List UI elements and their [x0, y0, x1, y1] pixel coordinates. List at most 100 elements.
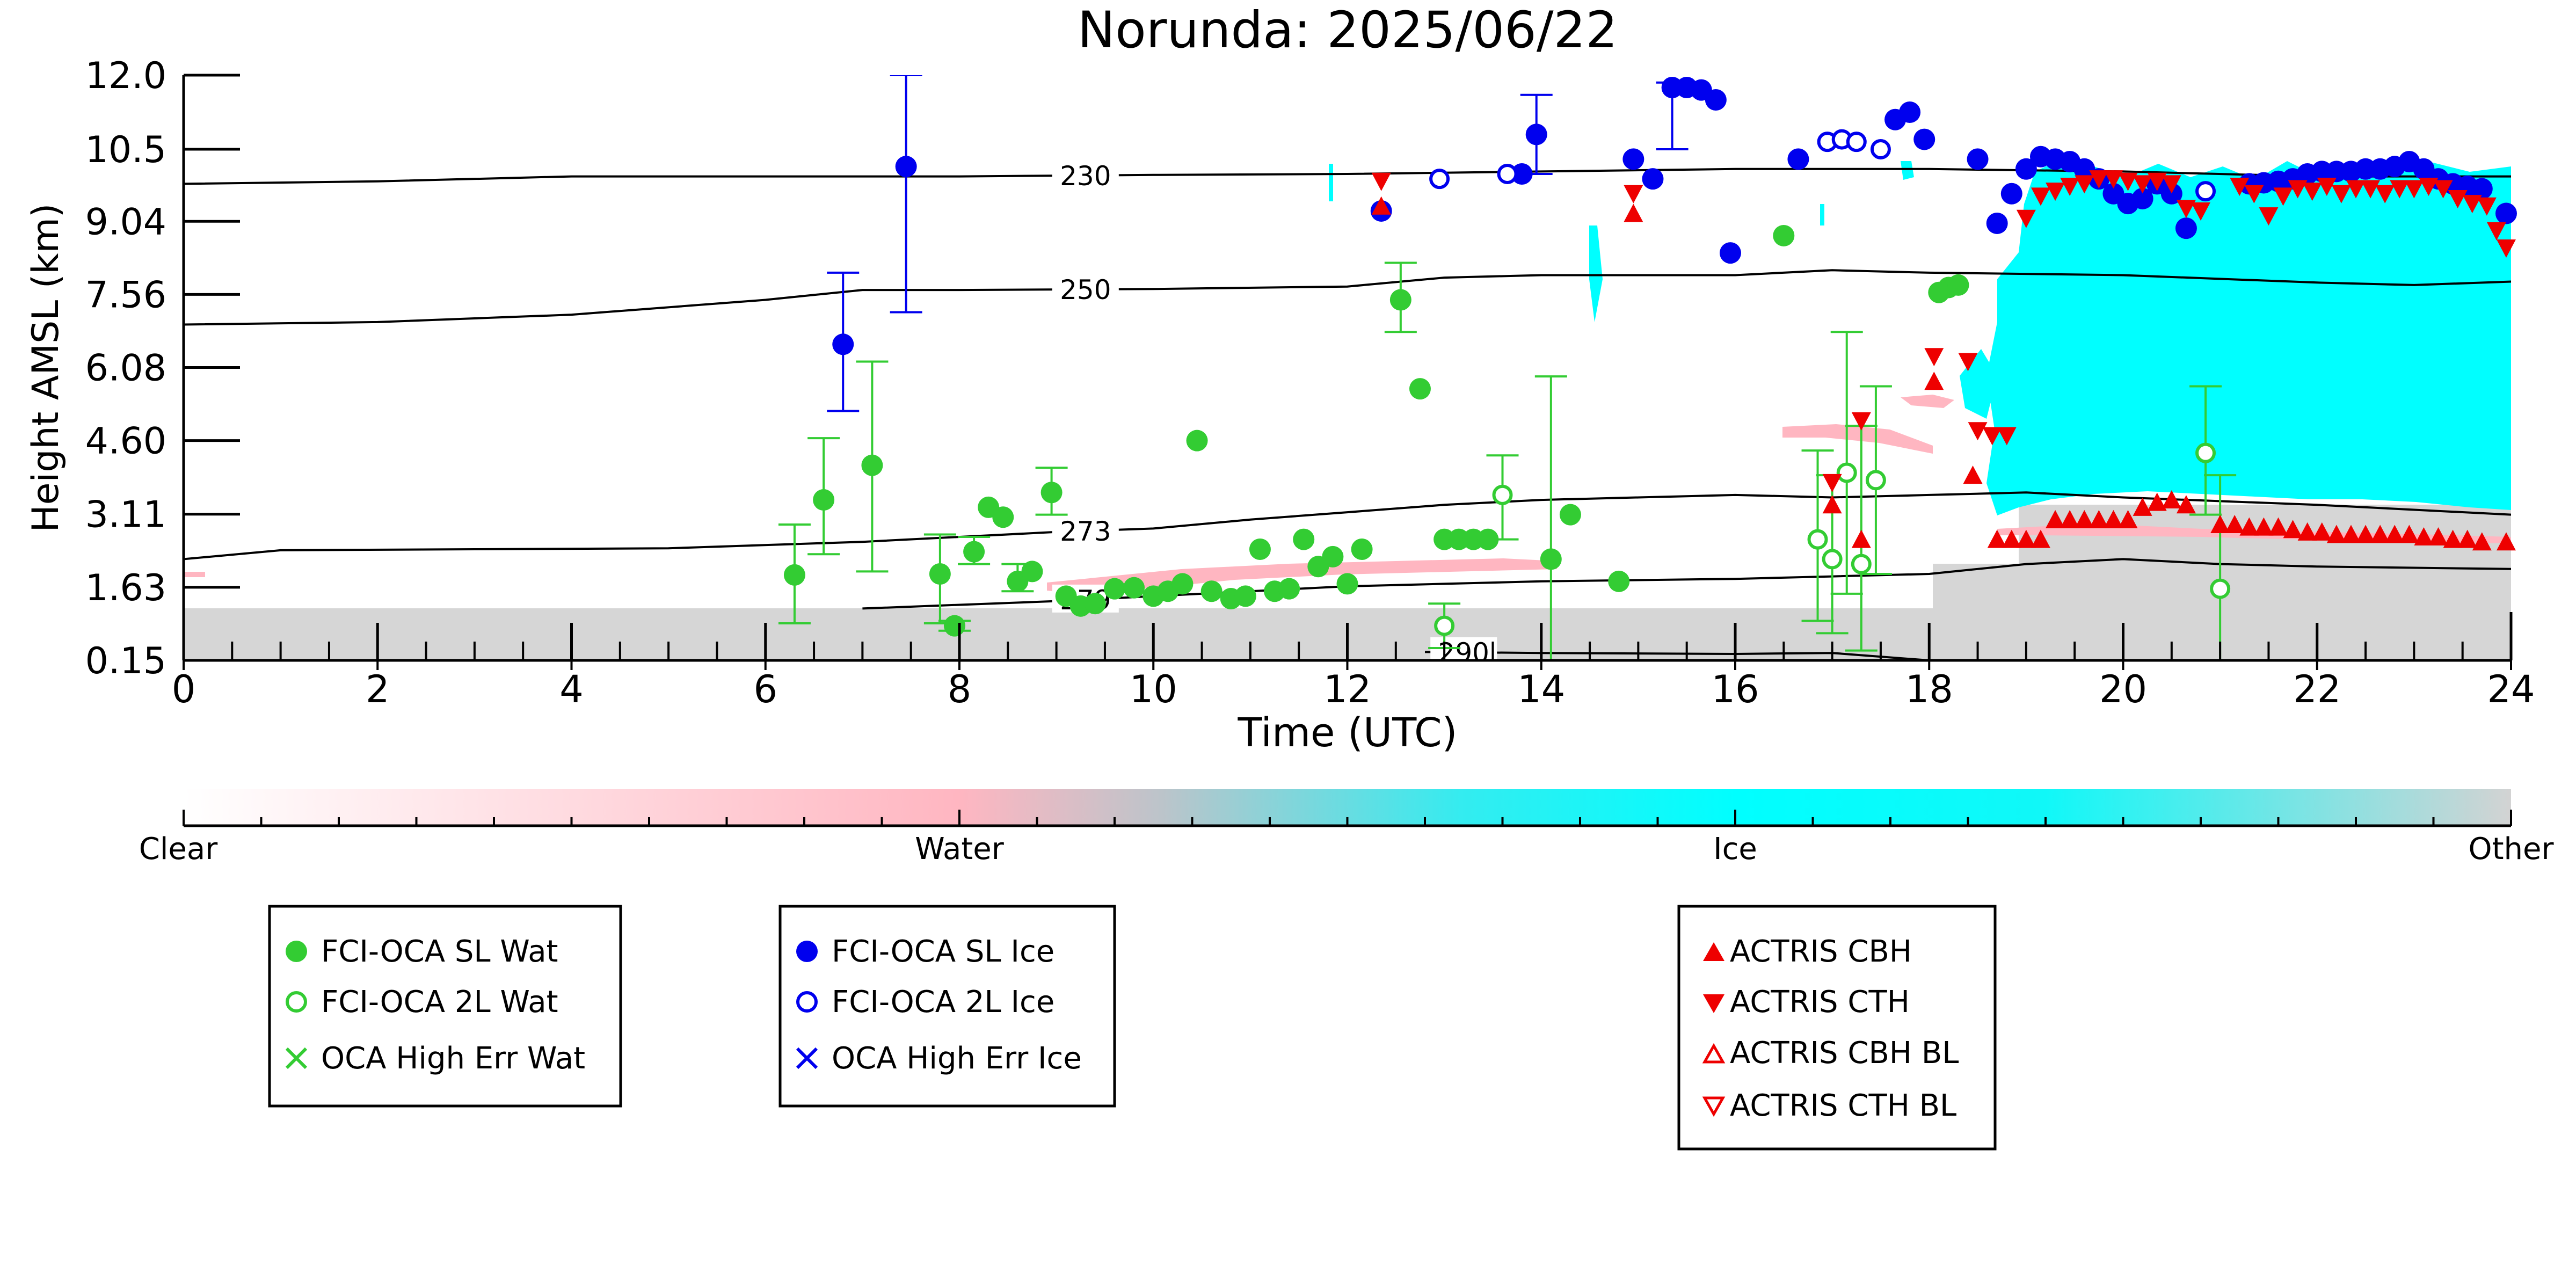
legend-cth-bl-symbol: [1702, 1096, 1726, 1117]
marker-actris-cth: [2075, 175, 2094, 194]
isotherm-label-bg: [1052, 515, 1119, 544]
marker-actris-cth: [2133, 175, 2152, 194]
isotherm-label-bg: [1052, 160, 1119, 188]
x-tick-label: 6: [753, 667, 777, 711]
marker-fci-oca-sl-wat: [1409, 378, 1431, 400]
marker-fci-oca-2l-wat: [1492, 484, 1513, 505]
marker-fci-oca-2l-ice: [1429, 169, 1450, 190]
marker-actris-cbh: [2031, 529, 2050, 548]
marker-fci-oca-2l-wat: [1807, 529, 1828, 550]
x-tick-label: 16: [1711, 667, 1759, 711]
isotherm-label: 273: [1060, 516, 1111, 547]
marker-actris-cbh: [2239, 517, 2259, 536]
marker-fci-oca-sl-wat: [1608, 570, 1630, 592]
marker-actris-cbh: [2162, 490, 2181, 509]
marker-actris-cbh: [2385, 525, 2405, 543]
marker-actris-cbh: [1851, 529, 1871, 548]
marker-actris-cth: [2016, 209, 2036, 228]
marker-fci-oca-sl-wat: [1293, 528, 1315, 550]
legend-sl-wat-label: FCI-OCA SL Wat: [321, 934, 558, 969]
marker-fci-oca-sl-wat: [992, 506, 1014, 528]
legend-cbh-label: ACTRIS CBH: [1730, 934, 1912, 969]
marker-fci-oca-sl-ice: [2000, 183, 2022, 205]
marker-fci-oca-sl-ice: [2471, 178, 2493, 200]
marker-actris-cbh: [2002, 529, 2021, 548]
legend-cth-symbol: [1703, 994, 1724, 1013]
marker-fci-oca-sl-wat: [1559, 504, 1581, 526]
isotherm-label: 250: [1060, 274, 1111, 305]
legend-2l-wat-label: FCI-OCA 2L Wat: [321, 985, 558, 1020]
marker-actris-cth: [2433, 180, 2453, 199]
marker-actris-cbh: [2370, 525, 2390, 543]
marker-actris-cbh: [2254, 517, 2274, 536]
marker-actris-cbh: [2283, 520, 2303, 539]
legend-sl-ice-label: FCI-OCA SL Ice: [832, 934, 1054, 969]
marker-fci-oca-sl-wat: [861, 454, 883, 476]
marker-actris-cbh: [2016, 529, 2036, 548]
marker-actris-cbh: [2225, 515, 2245, 534]
colorbar-ticks: [183, 810, 2512, 826]
isotherm-label-bg: [1052, 274, 1119, 302]
legend-actris: ACTRIS CBH ACTRIS CTH ACTRIS CBH BL ACTR…: [1677, 905, 1997, 1151]
marker-fci-oca-sl-wat: [1389, 289, 1411, 311]
y-tick-label: 1.63: [85, 567, 166, 609]
marker-actris-cbh: [2399, 525, 2419, 543]
marker-fci-oca-2l-ice: [1497, 163, 1518, 184]
legend-higherr-ice-symbol: [796, 1047, 818, 1069]
marker-actris-cbh: [1924, 372, 1944, 390]
marker-actris-cbh: [2341, 525, 2361, 543]
marker-actris-cth: [2331, 185, 2351, 203]
marker-fci-oca-2l-wat: [1822, 549, 1843, 570]
marker-actris-cth: [2244, 185, 2264, 203]
legend-higherr-wat-label: OCA High Err Wat: [321, 1041, 585, 1076]
marker-actris-cbh: [2297, 522, 2317, 541]
y-tick-label: 6.08: [85, 347, 166, 390]
marker-fci-oca-2l-wat: [2195, 442, 2216, 463]
marker-fci-oca-sl-wat: [1278, 578, 1300, 600]
marker-actris-cth: [2191, 202, 2210, 221]
marker-actris-cbh: [2075, 510, 2094, 528]
marker-actris-cth: [2375, 185, 2395, 203]
marker-fci-oca-sl-wat: [943, 615, 965, 637]
marker-fci-oca-2l-wat: [1851, 554, 1872, 574]
isotherm-273: [184, 491, 2511, 561]
marker-actris-cbh: [2133, 497, 2152, 516]
legend-cbh-bl-symbol: [1702, 1043, 1726, 1064]
marker-actris-cth: [2317, 177, 2337, 196]
marker-fci-oca-sl-ice: [1525, 123, 1547, 145]
legend-ice-frame: [778, 905, 1116, 1108]
x-tick-label: 10: [1130, 667, 1177, 711]
legend-2l-wat-symbol: [286, 991, 307, 1013]
chart-title: Norunda: 2025/06/22: [1078, 1, 1618, 60]
marker-fci-oca-sl-ice: [2160, 183, 2182, 205]
marker-fci-oca-sl-ice: [1511, 163, 1533, 185]
colorbar-label-clear: Clear: [139, 832, 218, 867]
x-tick-label: 2: [366, 667, 390, 711]
marker-actris-cbh: [2176, 495, 2196, 514]
legend-ice: FCI-OCA SL Ice FCI-OCA 2L Ice OCA High E…: [778, 905, 1116, 1108]
x-tick-label: 18: [1905, 667, 1953, 711]
legend-2l-ice-symbol: [796, 991, 818, 1013]
isotherm-label: 290: [1438, 637, 1489, 668]
marker-fci-oca-sl-wat: [1336, 573, 1358, 595]
marker-actris-cth: [2486, 222, 2506, 241]
marker-fci-oca-sl-ice: [2175, 217, 2197, 239]
marker-actris-cth: [2390, 180, 2410, 199]
marker-fci-oca-sl-wat: [1040, 482, 1063, 504]
marker-actris-cth: [1982, 427, 2002, 446]
colorbar-label-water: Water: [915, 832, 1005, 867]
marker-actris-cbh: [2428, 527, 2448, 546]
marker-actris-cbh: [2060, 510, 2080, 528]
marker-actris-cbh: [2118, 510, 2138, 528]
marker-actris-cth: [2031, 187, 2050, 206]
marker-actris-cbh: [2414, 527, 2434, 546]
marker-fci-oca-sl-wat: [783, 564, 805, 586]
marker-fci-oca-sl-wat: [1104, 578, 1125, 600]
isotherm-250: [184, 269, 2511, 326]
y-tick-label: 3.11: [85, 494, 166, 536]
marker-fci-oca-sl-ice: [1913, 128, 1935, 150]
colorbar-label-other: Other: [2468, 832, 2554, 867]
marker-actris-cth: [1371, 172, 1391, 191]
marker-fci-oca-2l-wat: [1434, 615, 1455, 636]
marker-actris-cth: [2060, 177, 2080, 196]
